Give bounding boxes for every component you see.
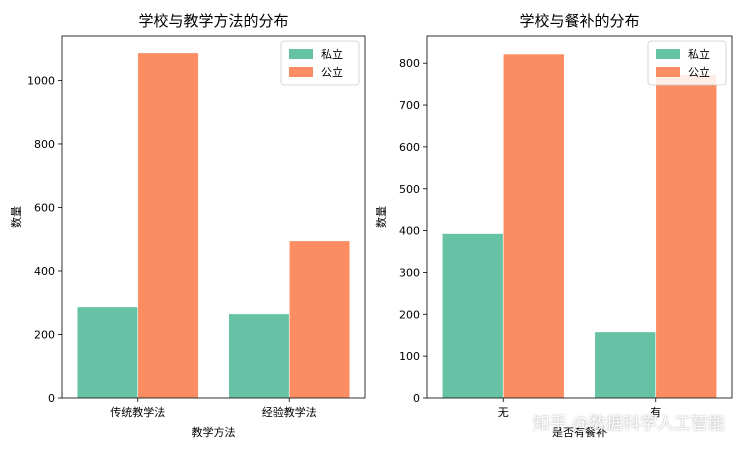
bar-private-2 <box>594 331 657 399</box>
x-tick-label: 有 <box>650 405 661 419</box>
y-tick-label: 0 <box>413 392 420 405</box>
bar-public-2 <box>288 240 351 399</box>
legend-swatch-private <box>289 49 313 59</box>
y-tick-label: 200 <box>399 308 420 321</box>
legend-swatch-public <box>289 67 313 77</box>
bar-public-1 <box>502 53 565 399</box>
chart-title: 学校与餐补的分布 <box>519 12 639 30</box>
bar-public-2 <box>655 74 718 399</box>
y-axis-label: 数量 <box>375 206 388 228</box>
y-tick-label: 1000 <box>27 74 55 87</box>
x-axis-label: 教学方法 <box>192 425 236 439</box>
y-tick-label: 800 <box>399 57 420 70</box>
chart-panel-1: 传统教学法 经验教学法 0 200 400 600 800 1000 学校与教学方法的分布教学方… <box>10 12 366 439</box>
y-tick-label: 800 <box>34 138 55 151</box>
legend-swatch-private <box>656 49 680 59</box>
y-tick-label: 400 <box>399 225 420 238</box>
plot-frame <box>426 35 733 399</box>
y-tick-label: 200 <box>34 328 55 341</box>
legend-box <box>280 40 360 86</box>
x-tick-label: 无 <box>498 406 509 419</box>
plot-frame <box>61 35 366 399</box>
y-tick-label: 500 <box>399 183 420 196</box>
watermark-text: 知乎 @数据科学人工智能 <box>532 414 725 434</box>
legend-label: 私立 <box>688 47 710 61</box>
y-tick-label: 100 <box>399 350 420 363</box>
y-tick-label: 400 <box>34 265 55 278</box>
bar-public-1 <box>137 52 199 399</box>
bar-private-1 <box>76 306 139 399</box>
legend-label: 私立 <box>321 47 343 61</box>
x-tick-label: 经验教学法 <box>262 405 317 419</box>
y-tick-label: 0 <box>48 392 55 405</box>
chart-panel-2: 无 有 0 100 200 300 400 500 600 700 800 学校与餐补的分布是否有餐补… <box>375 12 733 439</box>
x-axis-label: 是否有餐补 <box>552 425 607 439</box>
chart-title: 学校与教学方法的分布 <box>138 12 288 30</box>
y-tick-label: 700 <box>399 99 420 112</box>
legend-box <box>647 40 727 86</box>
bar-private-2 <box>228 313 290 399</box>
bar-private-1 <box>441 233 504 399</box>
legend-swatch-public <box>656 67 680 77</box>
y-tick-label: 600 <box>399 141 420 154</box>
y-axis-label: 数量 <box>10 206 23 228</box>
x-tick-label: 传统教学法 <box>110 405 165 419</box>
legend-label: 公立 <box>321 65 343 79</box>
y-tick-label: 600 <box>34 201 55 214</box>
legend-label: 公立 <box>688 65 710 79</box>
y-tick-label: 300 <box>399 266 420 279</box>
